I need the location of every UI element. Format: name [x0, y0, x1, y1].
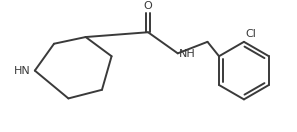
Text: Cl: Cl	[246, 29, 257, 39]
Text: NH: NH	[179, 49, 195, 59]
Text: O: O	[144, 1, 152, 11]
Text: HN: HN	[14, 66, 31, 76]
